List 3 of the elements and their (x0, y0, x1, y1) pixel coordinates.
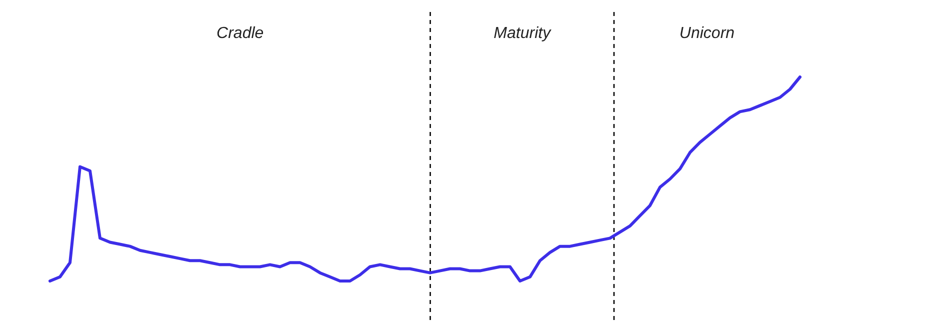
text: Cradle (216, 25, 264, 42)
text: Maturity (494, 25, 552, 42)
text: Unicorn (679, 25, 735, 42)
